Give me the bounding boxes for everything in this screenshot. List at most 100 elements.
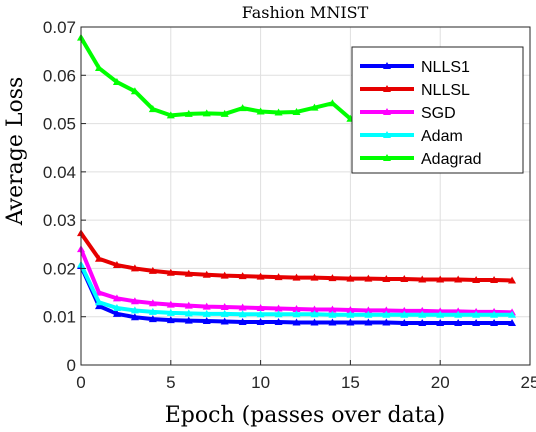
- axis-ticks: 0 5 10 15 20 25 0 0.01 0.02 0.03 0.04 0.05 0.06 0.07: [43, 18, 536, 392]
- data-point: [202, 302, 211, 310]
- data-point: [346, 310, 355, 318]
- data-point: [328, 274, 337, 282]
- data-point: [508, 318, 517, 326]
- legend: NLLS1 NLLSL SGD Adam Adagrad: [351, 46, 524, 174]
- legend-label: Adagrad: [421, 151, 482, 168]
- data-point: [94, 254, 103, 262]
- data-point: [346, 274, 355, 282]
- legend-item-sgd: SGD: [360, 105, 456, 122]
- data-point: [220, 303, 229, 311]
- legend-marker: [383, 85, 391, 92]
- data-point: [166, 300, 175, 308]
- data-point: [256, 272, 265, 280]
- data-point: [310, 318, 319, 326]
- data-point: [184, 269, 193, 277]
- y-tick-label: 0.06: [43, 66, 76, 85]
- data-point: [112, 78, 121, 86]
- data-point: [202, 317, 211, 325]
- data-point: [292, 273, 301, 281]
- plot-frame: [80, 26, 531, 366]
- data-point: [148, 105, 157, 113]
- data-point: [166, 316, 175, 324]
- legend-item-adam: Adam: [360, 128, 463, 145]
- data-point: [256, 304, 265, 312]
- x-tick-label: 20: [431, 373, 450, 392]
- data-point: [310, 305, 319, 313]
- data-point: [166, 268, 175, 276]
- data-point: [238, 318, 247, 326]
- data-point: [274, 273, 283, 281]
- data-point: [508, 310, 517, 318]
- data-point: [382, 306, 391, 314]
- data-point: [148, 315, 157, 323]
- data-point: [220, 309, 229, 317]
- data-point: [400, 275, 409, 283]
- data-point: [346, 318, 355, 326]
- data-point: [184, 301, 193, 309]
- data-point: [310, 310, 319, 318]
- data-point: [202, 309, 211, 317]
- x-tick-label: 5: [166, 373, 175, 392]
- data-point: [256, 318, 265, 326]
- legend-marker: [383, 108, 391, 115]
- data-point: [112, 294, 121, 302]
- data-point: [454, 275, 463, 283]
- data-point: [328, 310, 337, 318]
- data-point: [436, 310, 445, 318]
- legend-item-nlls1: NLLS1: [360, 59, 470, 76]
- data-point: [94, 298, 103, 306]
- x-tick-label: 25: [521, 373, 536, 392]
- data-point: [472, 276, 481, 284]
- y-axis-label: Average Loss: [3, 77, 28, 227]
- legend-marker: [383, 62, 391, 69]
- data-point: [112, 309, 121, 317]
- series-adam: [77, 260, 517, 318]
- data-point: [382, 310, 391, 318]
- data-point: [130, 297, 139, 305]
- data-point: [364, 310, 373, 318]
- data-point: [472, 318, 481, 326]
- series-line: [79, 232, 513, 283]
- data-point: [130, 306, 139, 314]
- data-point: [418, 310, 427, 318]
- data-point: [94, 64, 103, 72]
- data-point: [112, 261, 121, 269]
- x-tick-label: 10: [251, 373, 270, 392]
- data-point: [112, 304, 121, 312]
- data-point: [382, 318, 391, 326]
- data-point: [220, 271, 229, 279]
- data-point: [184, 316, 193, 324]
- y-tick-label: 0.01: [43, 308, 76, 327]
- data-point: [184, 309, 193, 317]
- data-point: [220, 317, 229, 325]
- data-point: [166, 308, 175, 316]
- data-point: [148, 266, 157, 274]
- data-point: [274, 304, 283, 312]
- data-point: [184, 109, 193, 117]
- y-tick-label: 0: [67, 356, 76, 375]
- data-point: [328, 99, 337, 107]
- legend-item-nllsl: NLLSL: [360, 82, 470, 99]
- data-point: [130, 313, 139, 321]
- data-point: [256, 107, 265, 115]
- data-point: [238, 310, 247, 318]
- series-nllsl: [77, 229, 517, 284]
- data-point: [346, 305, 355, 313]
- data-point: [328, 305, 337, 313]
- data-point: [490, 318, 499, 326]
- data-point: [238, 303, 247, 311]
- data-point: [454, 318, 463, 326]
- data-point: [292, 107, 301, 115]
- data-point: [148, 307, 157, 315]
- data-point: [202, 109, 211, 117]
- data-point: [292, 318, 301, 326]
- data-point: [418, 318, 427, 326]
- data-point: [238, 104, 247, 112]
- data-point: [310, 103, 319, 111]
- legend-marker: [383, 131, 391, 138]
- series-nlls1: [77, 262, 517, 326]
- data-point: [310, 273, 319, 281]
- data-point: [274, 318, 283, 326]
- legend-label: NLLS1: [421, 59, 470, 76]
- data-point: [400, 306, 409, 314]
